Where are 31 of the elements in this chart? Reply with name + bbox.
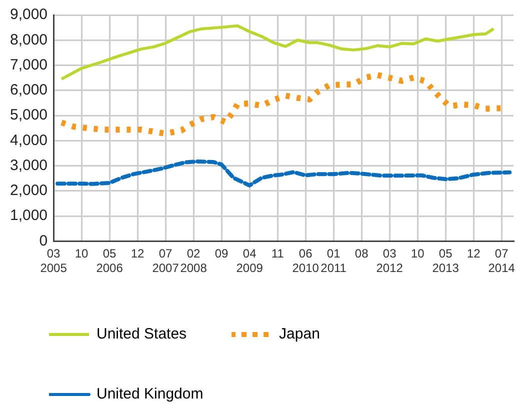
x-tick-label: 03 2012	[376, 246, 404, 276]
x-tick-label: 07 2014	[488, 246, 516, 276]
y-tick-label: 8,000	[10, 31, 48, 48]
x-tick-label: 01 2011	[320, 246, 347, 276]
x-tick-label: 10	[74, 246, 89, 261]
x-tick-label: 06 2010	[292, 246, 320, 276]
x-tick-label: 11	[271, 246, 284, 261]
y-tick-label: 0	[39, 232, 48, 250]
line-series	[56, 160, 512, 188]
y-tick-label: 3,000	[10, 156, 48, 174]
legend-label: Japan	[279, 326, 320, 343]
x-tick-label: 05 2013	[432, 246, 460, 276]
x-tick-label: 09	[214, 246, 229, 261]
x-tick-label: 12	[466, 246, 481, 261]
x-tick-label: 02 2008	[180, 246, 208, 276]
y-tick-label: 5,000	[10, 106, 48, 124]
y-tick-label: 4,000	[10, 132, 48, 149]
x-tick-label: 04 2009	[236, 246, 264, 276]
x-tick-label: 08	[354, 246, 369, 261]
y-tick-label: 1,000	[10, 207, 48, 224]
y-tick-label: 2,000	[10, 182, 48, 200]
x-tick-label: 10	[410, 246, 425, 261]
x-tick-label: 12	[130, 246, 145, 261]
y-tick-label: 7,000	[10, 56, 48, 74]
y-tick-label: 6,000	[10, 82, 48, 99]
y-tick-label: 9,000	[10, 6, 48, 24]
x-tick-label: 05 2006	[96, 246, 124, 276]
legend-label: United Kingdom	[96, 386, 204, 403]
x-tick-label: 03 2005	[40, 246, 68, 276]
x-tick-label: 07 2007	[152, 246, 180, 276]
legend-label: United States	[96, 326, 187, 343]
